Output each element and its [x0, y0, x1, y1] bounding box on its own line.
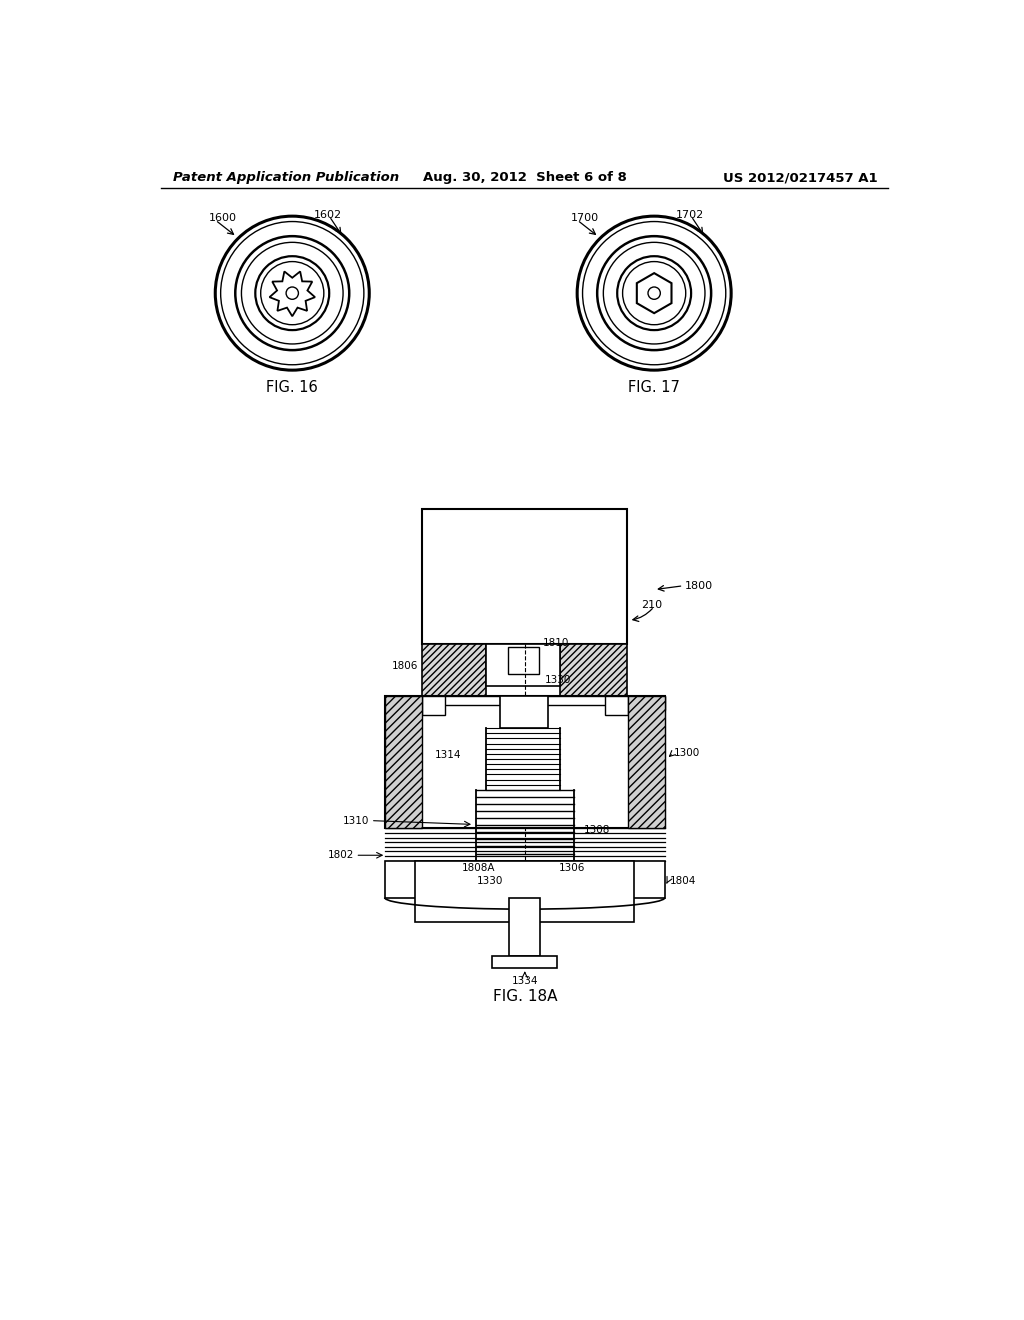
- Bar: [634, 696, 665, 710]
- Text: US 2012/0217457 A1: US 2012/0217457 A1: [723, 172, 878, 185]
- Bar: [385, 696, 422, 829]
- Bar: [628, 696, 665, 829]
- Bar: [385, 696, 416, 710]
- Bar: [385, 696, 665, 829]
- Text: 1800: 1800: [685, 581, 713, 591]
- Text: FIG. 18A: FIG. 18A: [493, 989, 557, 1003]
- Text: 1602: 1602: [313, 210, 342, 219]
- Bar: [486, 644, 560, 686]
- Polygon shape: [269, 272, 315, 317]
- Text: 1810: 1810: [543, 639, 569, 648]
- Text: 1310: 1310: [343, 816, 370, 825]
- Text: 1314: 1314: [435, 750, 461, 760]
- Text: 1808A: 1808A: [462, 863, 496, 874]
- Bar: [509, 898, 541, 956]
- Text: 1804: 1804: [670, 875, 696, 886]
- Bar: [416, 696, 634, 705]
- Bar: [422, 696, 444, 715]
- Text: Patent Application Publication: Patent Application Publication: [173, 172, 399, 185]
- Text: 1806: 1806: [391, 661, 418, 671]
- Text: 1330: 1330: [545, 676, 571, 685]
- Bar: [508, 647, 539, 675]
- Text: 1306: 1306: [559, 863, 585, 874]
- Text: 1600: 1600: [209, 213, 238, 223]
- Bar: [385, 861, 665, 898]
- Text: 1702: 1702: [676, 210, 703, 219]
- Text: 1330: 1330: [477, 875, 504, 886]
- Bar: [500, 696, 548, 729]
- Text: 1802: 1802: [328, 850, 354, 861]
- Bar: [422, 508, 628, 644]
- Text: 1300: 1300: [674, 748, 700, 758]
- Text: 1334: 1334: [512, 975, 538, 986]
- Bar: [422, 644, 486, 696]
- Text: FIG. 16: FIG. 16: [266, 380, 318, 395]
- Bar: [605, 696, 628, 715]
- Text: 1700: 1700: [571, 213, 599, 223]
- Bar: [493, 956, 557, 969]
- Polygon shape: [637, 273, 672, 313]
- Bar: [560, 644, 628, 696]
- Text: 210: 210: [641, 601, 663, 610]
- Text: Aug. 30, 2012  Sheet 6 of 8: Aug. 30, 2012 Sheet 6 of 8: [423, 172, 627, 185]
- Text: 1308: 1308: [584, 825, 609, 834]
- Text: FIG. 17: FIG. 17: [628, 380, 680, 395]
- Bar: [416, 861, 634, 923]
